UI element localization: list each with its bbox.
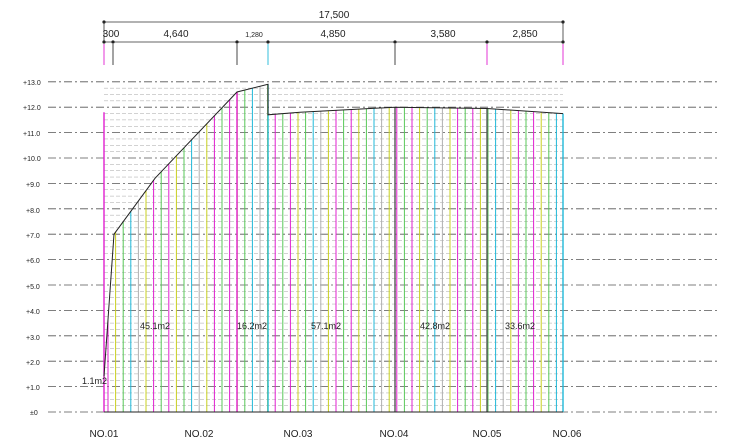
- dimension-node: [111, 40, 115, 44]
- dimension-node: [266, 40, 270, 44]
- elevation-label: +10.0: [23, 156, 41, 163]
- dimension-segment: 1,280: [245, 32, 263, 39]
- station-label: NO.04: [380, 429, 409, 440]
- elevation-label: +11.0: [23, 131, 40, 138]
- elevation-grid: [48, 81, 720, 413]
- elevation-label: +8.0: [26, 208, 40, 215]
- dimension-total: 17,500: [319, 10, 350, 21]
- elevation-label: +4.0: [26, 309, 40, 316]
- elevation-label: +13.0: [23, 80, 41, 87]
- dimension-segment: 4,640: [163, 29, 188, 40]
- area-label: 57.1m2: [311, 321, 341, 331]
- dimension-node: [235, 40, 239, 44]
- station-label: NO.06: [553, 429, 582, 440]
- dimension-node: [393, 40, 397, 44]
- elevation-label: +2.0: [26, 360, 40, 367]
- station-label: NO.02: [185, 429, 214, 440]
- dimension-segment: 4,850: [320, 29, 345, 40]
- area-label: 1.1m2: [82, 376, 107, 386]
- elevation-label: ±0: [30, 410, 38, 417]
- elevation-label: +5.0: [26, 284, 40, 291]
- elevation-label: +3.0: [26, 335, 40, 342]
- station-label: NO.03: [284, 429, 313, 440]
- elevation-label: +9.0: [26, 182, 40, 189]
- area-label: 16.2m2: [237, 321, 267, 331]
- area-label: 33.6m2: [505, 321, 535, 331]
- dimension-segment: 2,850: [512, 29, 537, 40]
- elevation-label: +7.0: [26, 233, 40, 240]
- dimension-segment: 300: [103, 29, 120, 40]
- dimension-chain: [102, 20, 565, 65]
- area-label: 45.1m2: [140, 321, 170, 331]
- dimension-node: [485, 40, 489, 44]
- elevation-label: +6.0: [26, 258, 40, 265]
- station-label: NO.01: [90, 429, 119, 440]
- station-label: NO.05: [473, 429, 502, 440]
- top-surface: [103, 83, 564, 377]
- elevation-label: +12.0: [23, 105, 41, 112]
- section-outline: [103, 83, 564, 413]
- elevation-label: +1.0: [26, 385, 40, 392]
- area-label: 42.8m2: [420, 321, 450, 331]
- dimension-segment: 3,580: [430, 29, 455, 40]
- vertical-grid: [103, 84, 564, 412]
